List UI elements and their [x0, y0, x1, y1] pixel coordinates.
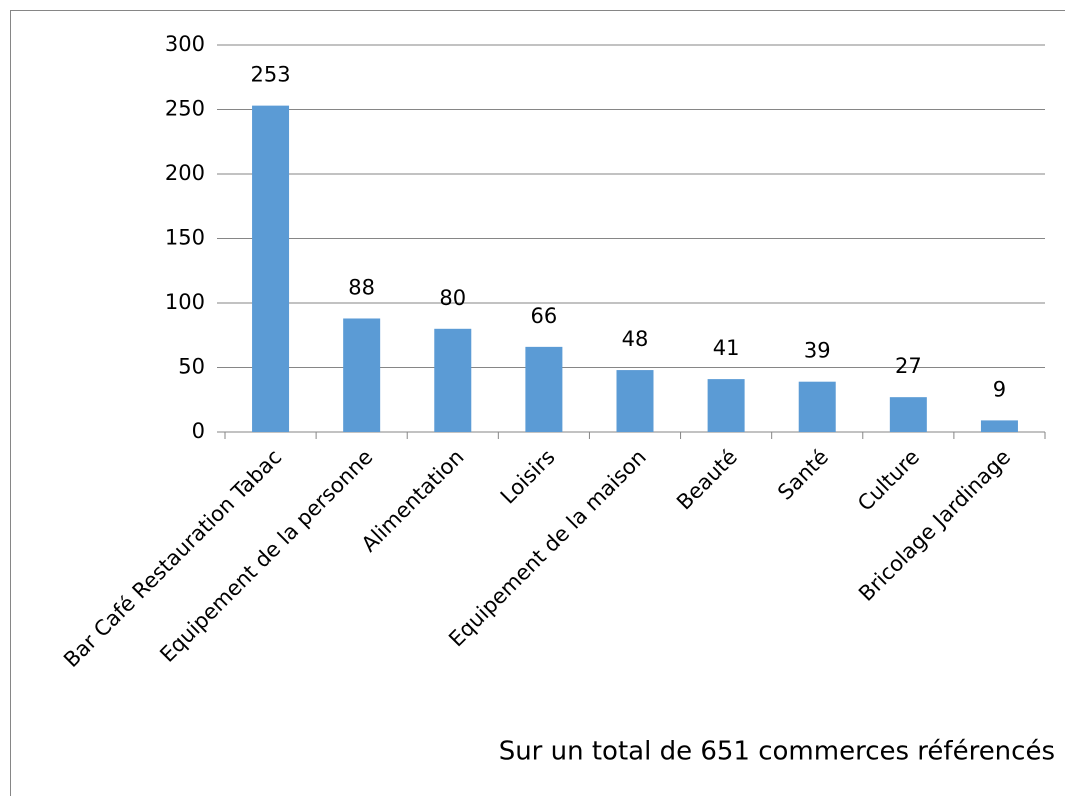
- x-tick-label: Loisirs: [496, 445, 560, 509]
- y-tick-label: 150: [165, 226, 205, 250]
- data-label: 48: [622, 327, 649, 351]
- y-tick-label: 300: [165, 32, 205, 56]
- y-tick-label: 50: [178, 355, 205, 379]
- x-tick-label: Bricolage Jardinage: [854, 445, 1015, 606]
- bar: [252, 105, 290, 432]
- y-tick-label: 200: [165, 161, 205, 185]
- x-tick-label: Equipement de la maison: [444, 445, 651, 652]
- x-tick-label: Santé: [773, 445, 833, 505]
- data-label: 253: [251, 63, 291, 87]
- data-label: 9: [993, 377, 1006, 401]
- bar: [980, 420, 1018, 432]
- bar: [707, 379, 745, 432]
- chart-frame: [10, 10, 1065, 796]
- data-label: 41: [713, 336, 740, 360]
- x-tick-label: Beauté: [672, 445, 742, 515]
- bar: [434, 328, 472, 432]
- y-tick-label: 0: [192, 419, 205, 443]
- data-label: 88: [348, 275, 375, 299]
- y-tick-label: 100: [165, 290, 205, 314]
- y-tick-label: 250: [165, 97, 205, 121]
- data-label: 80: [439, 286, 466, 310]
- data-label: 27: [895, 354, 922, 378]
- x-tick-label: Culture: [853, 445, 924, 516]
- bar: [343, 318, 381, 432]
- data-label: 39: [804, 339, 831, 363]
- bar: [798, 381, 836, 432]
- data-label: 66: [531, 304, 558, 328]
- bar: [525, 346, 563, 432]
- bar: [616, 370, 654, 432]
- annotation: Sur un total de 651 commerces référencés: [499, 737, 1055, 767]
- bar: [889, 397, 927, 432]
